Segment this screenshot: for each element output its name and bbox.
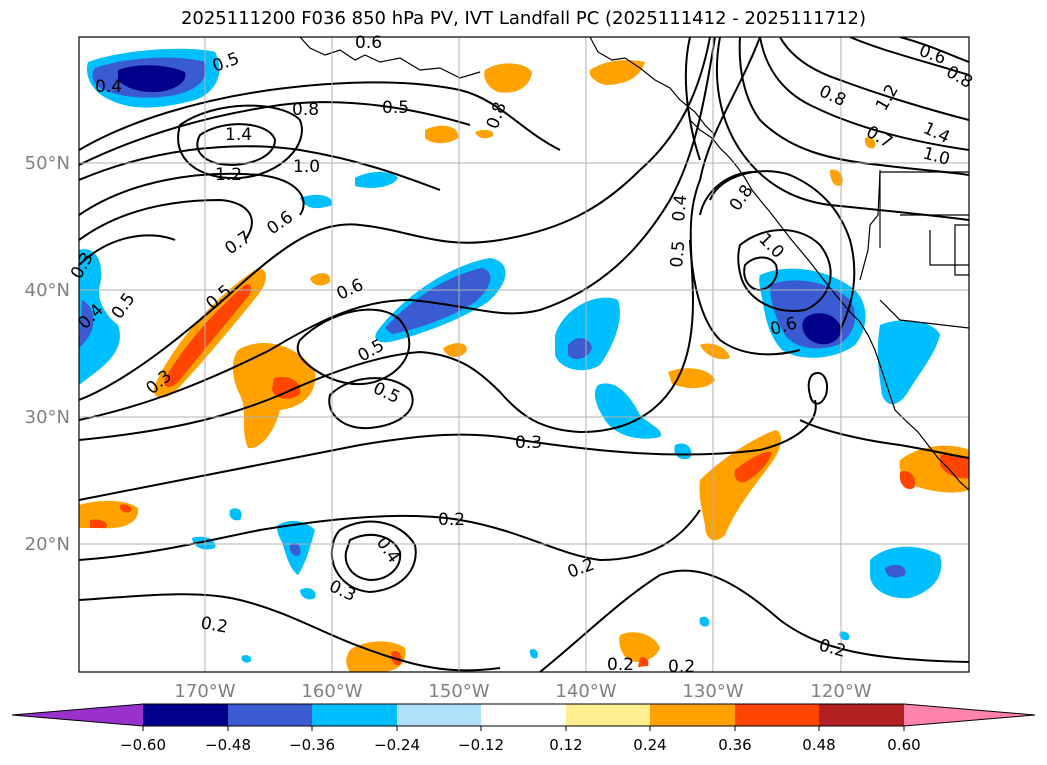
colorbar-tick-label: −0.24 [374, 736, 420, 754]
lat-label-40n: 40°N [25, 280, 70, 301]
contour-label: 0.3 [515, 433, 542, 453]
colorbar-segment [481, 704, 566, 726]
contour-label: 0.4 [669, 194, 691, 223]
colorbar-segment [143, 704, 228, 726]
negative-patch-baja [877, 320, 940, 405]
lat-label-20n: 20°N [25, 534, 70, 555]
contour-label: 0.6 [355, 33, 382, 53]
contour-label: 1.2 [215, 165, 242, 185]
positive-patch-central [232, 343, 316, 449]
lon-label-140w: 140°W [555, 681, 616, 702]
colorbar-tick-label: 0.48 [802, 736, 835, 754]
negative-patch-coast-low [759, 268, 866, 358]
colorbar-tick-label: 0.24 [633, 736, 666, 754]
lat-label-50n: 50°N [25, 153, 70, 174]
graticule [79, 37, 969, 672]
map-background [79, 37, 969, 672]
colorbar-segment [819, 704, 904, 726]
colorbar-tick-labels: −0.60 −0.48 −0.36 −0.24 −0.12 0.12 0.24 … [120, 736, 921, 754]
contour-label: 1.4 [225, 125, 252, 145]
negative-patch-se [870, 546, 942, 599]
contour-label: 0.2 [607, 655, 634, 675]
longitude-labels: 170°W 160°W 150°W 140°W 130°W 120°W [174, 681, 871, 702]
contour-label: 0.4 [95, 77, 122, 97]
positive-patch-mexico [899, 445, 969, 493]
colorbar-tick-label: 0.36 [718, 736, 751, 754]
colorbar-tick-label: 0.12 [549, 736, 582, 754]
colorbar-segment [228, 704, 312, 726]
colorbar-segment [566, 704, 650, 726]
lon-label-170w: 170°W [174, 681, 235, 702]
colorbar-ticks [142, 726, 905, 731]
ivt-contours [79, 37, 969, 672]
colorbar-segment [312, 704, 397, 726]
colorbar-segment [735, 704, 819, 726]
colorbar-tick-label: −0.36 [289, 736, 335, 754]
small-patches [79, 60, 876, 672]
negative-patch-central [375, 258, 506, 343]
contour-label: 0.2 [668, 657, 695, 677]
latitude-labels: 50°N 40°N 30°N 20°N [25, 153, 70, 555]
contour-label: 0.8 [292, 100, 319, 120]
lon-label-150w: 150°W [428, 681, 489, 702]
colorbar-tick-label: 0.60 [887, 736, 920, 754]
coastlines [299, 37, 969, 491]
contour-label: 0.2 [199, 613, 229, 637]
colorbar-segment [397, 704, 481, 726]
negative-patch-gulf [86, 48, 220, 108]
colorbar-extend-min [12, 704, 143, 726]
plot-title: 2025111200 F036 850 hPa PV, IVT Landfall… [180, 8, 867, 29]
lon-label-130w: 130°W [682, 681, 743, 702]
lon-label-120w: 120°W [810, 681, 871, 702]
colorbar-segment [650, 704, 735, 726]
contour-label: 1.0 [293, 157, 320, 177]
contour-label: 0.5 [667, 240, 689, 269]
negative-patch-west-edge [79, 249, 120, 385]
map-frame [78, 36, 970, 673]
pv-shading [79, 48, 969, 672]
lat-label-30n: 30°N [25, 407, 70, 428]
negative-patch-mid [555, 297, 692, 460]
colorbar-tick-label: −0.12 [458, 736, 504, 754]
contour-label: 0.5 [382, 98, 409, 118]
contour-label: 0.2 [438, 510, 465, 530]
colorbar: −0.60 −0.48 −0.36 −0.24 −0.12 0.12 0.24 … [11, 703, 1036, 754]
positive-patch-sw [699, 430, 782, 541]
lon-label-160w: 160°W [301, 681, 362, 702]
colorbar-tick-label: −0.60 [120, 736, 166, 754]
colorbar-extend-max [904, 704, 1035, 726]
colorbar-tick-label: −0.48 [205, 736, 251, 754]
positive-patch-filament [153, 269, 266, 398]
